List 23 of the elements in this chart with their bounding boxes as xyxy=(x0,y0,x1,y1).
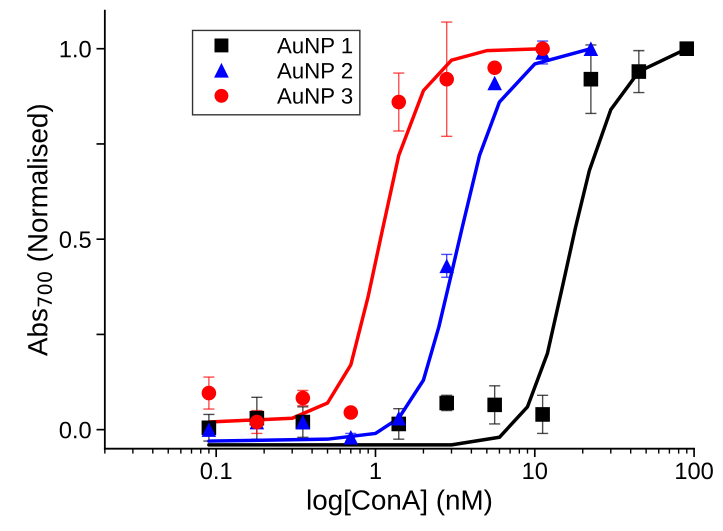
point xyxy=(535,41,550,56)
x-tick-label: 1 xyxy=(370,462,381,479)
legend-label: AuNP 2 xyxy=(277,62,352,79)
point xyxy=(584,41,598,56)
legend-label: AuNP 1 xyxy=(277,38,352,54)
legend-label: AuNP 3 xyxy=(277,88,352,104)
point xyxy=(439,72,454,86)
point xyxy=(487,76,502,90)
y-tick-label: 0.0 xyxy=(60,422,91,438)
point xyxy=(202,386,216,400)
x-tick-label: 0.1 xyxy=(200,462,232,480)
point xyxy=(391,94,406,110)
point xyxy=(487,60,502,76)
y-tick-label: 1.0 xyxy=(60,40,91,58)
point xyxy=(391,410,406,426)
x-axis-title: log[ConA] (nM) xyxy=(308,489,492,516)
y-tick-label: 0.5 xyxy=(60,231,91,248)
point xyxy=(344,405,358,420)
x-tick-label: 10 xyxy=(523,462,547,480)
point xyxy=(344,430,358,445)
y-axis-title: Abs$_{700}$ (Normalised) xyxy=(27,105,54,356)
point xyxy=(439,258,454,274)
x-tick-label: 100 xyxy=(676,462,713,480)
